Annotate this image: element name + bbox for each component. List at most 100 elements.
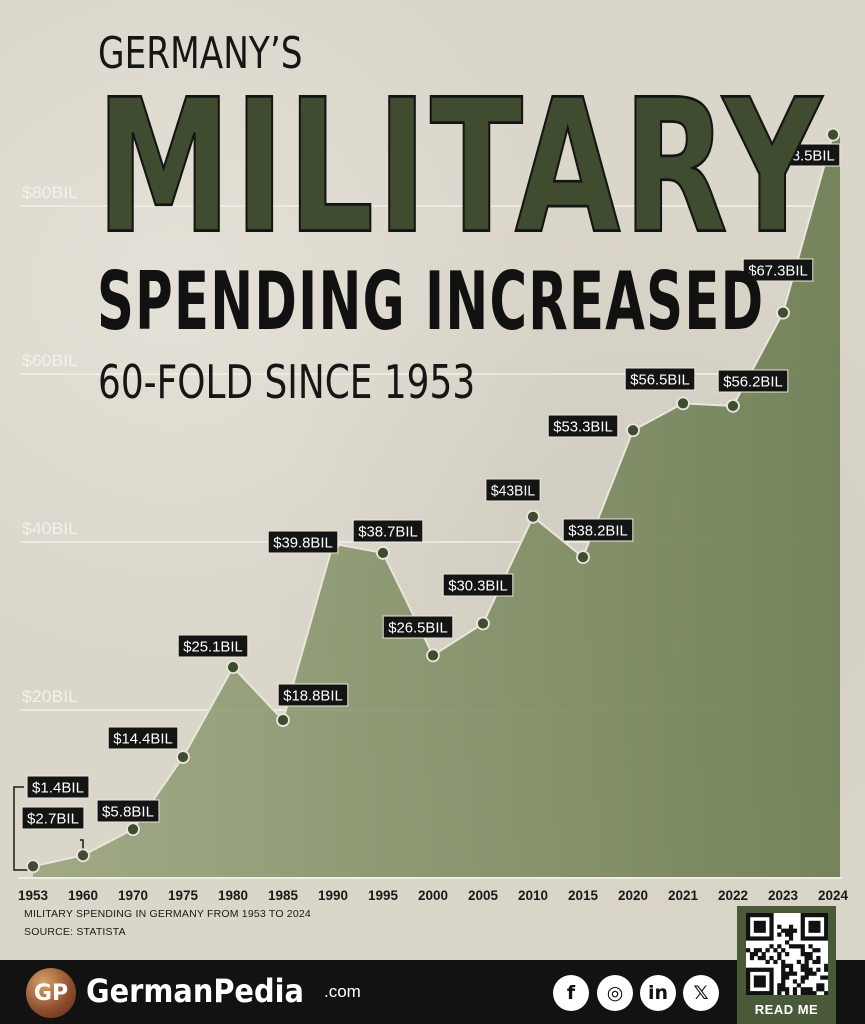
facebook-icon[interactable]: f — [553, 975, 589, 1011]
qr-module — [746, 991, 751, 995]
qr-module — [804, 959, 809, 965]
data-label-2022: $56.2BIL — [717, 369, 789, 393]
qr-module — [769, 916, 774, 922]
title-line-4: 60-FOLD SINCE 1953 — [98, 355, 476, 409]
x-tick-label: 1985 — [268, 887, 298, 903]
qr-module — [769, 928, 774, 933]
chart-source: SOURCE: STATISTA — [24, 926, 126, 938]
qr-module — [792, 987, 798, 992]
brand-name[interactable]: GermanPedia — [86, 972, 304, 1010]
qr-module — [746, 975, 751, 980]
qr-module — [804, 991, 809, 995]
qr-module — [820, 936, 825, 941]
qr-module — [753, 920, 759, 926]
qr-module — [785, 975, 790, 980]
qr-module — [816, 913, 821, 918]
qr-module — [781, 979, 786, 984]
qr-module — [753, 967, 759, 972]
qr-module — [746, 932, 751, 937]
qr-module — [765, 959, 770, 965]
qr-module — [816, 959, 821, 965]
qr-module — [765, 967, 770, 972]
qr-module — [812, 948, 817, 953]
qr-module — [746, 948, 751, 953]
data-label-text: $26.5BIL — [388, 620, 448, 637]
data-point-2015 — [576, 550, 590, 565]
data-label-box — [96, 799, 160, 823]
data-point-2000 — [426, 648, 440, 663]
qr-module — [800, 913, 805, 918]
data-label-text: $18.8BIL — [283, 688, 343, 705]
qr-module — [777, 932, 782, 937]
data-label-box — [277, 683, 349, 707]
x-tick-label: 2024 — [818, 887, 848, 903]
qr-module — [824, 928, 828, 933]
qr-module — [812, 913, 817, 918]
data-label-box — [624, 367, 696, 391]
data-label-1953: $1.4BIL — [26, 775, 90, 799]
qr-module — [761, 979, 766, 984]
qr-module — [804, 913, 809, 918]
qr-module — [792, 928, 798, 933]
data-label-box — [21, 806, 85, 830]
instagram-icon[interactable]: ◎ — [597, 975, 633, 1011]
qr-module — [816, 920, 821, 926]
y-tick-label: $80BIL — [22, 183, 78, 202]
logo-icon[interactable]: GP — [26, 968, 76, 1018]
qr-module — [769, 991, 774, 995]
qr-module — [777, 944, 782, 949]
data-point-1970 — [126, 822, 140, 837]
qr-module — [761, 936, 766, 941]
qr-label[interactable]: READ ME — [754, 1002, 819, 1017]
data-label-box — [382, 615, 454, 639]
qr-module — [781, 987, 786, 992]
qr-module — [746, 979, 751, 984]
qr-module — [753, 928, 759, 933]
qr-code-icon[interactable] — [746, 913, 828, 995]
qr-module — [808, 944, 813, 949]
data-label-box — [177, 634, 249, 658]
qr-module — [761, 928, 766, 933]
linkedin-icon[interactable]: in — [640, 975, 676, 1011]
qr-module — [816, 983, 821, 988]
data-label-2015: $38.2BIL — [562, 518, 634, 542]
qr-module — [769, 971, 774, 976]
data-label-text: $43BIL — [491, 483, 535, 500]
qr-module — [785, 971, 790, 976]
qr-module — [746, 920, 751, 926]
data-label-1960: $2.7BIL — [21, 806, 85, 830]
qr-module — [761, 952, 766, 957]
qr-module — [761, 924, 766, 929]
qr-module — [757, 983, 762, 988]
data-point-2024 — [826, 127, 840, 142]
label-leader-1953 — [13, 786, 33, 871]
qr-module — [796, 983, 801, 988]
qr-module — [749, 967, 755, 972]
x-tick-label: 2010 — [518, 887, 548, 903]
y-tick-label: $40BIL — [22, 519, 78, 538]
x-tick-label: 2005 — [468, 887, 498, 903]
qr-module — [781, 967, 786, 972]
qr-module — [808, 955, 813, 961]
qr-module — [761, 913, 766, 918]
qr-module — [769, 913, 774, 918]
data-point-1980 — [226, 660, 240, 675]
qr-module — [769, 979, 774, 984]
qr-module — [761, 920, 766, 926]
qr-module — [800, 979, 805, 984]
x-tick-label: 1990 — [318, 887, 348, 903]
qr-module — [804, 952, 809, 957]
x-icon[interactable]: 𝕏 — [683, 975, 719, 1011]
x-tick-label: 2023 — [768, 887, 798, 903]
qr-module — [785, 991, 790, 995]
qr-module — [816, 955, 821, 961]
qr-module — [796, 944, 801, 949]
y-tick-label: $20BIL — [22, 687, 78, 706]
qr-module — [820, 983, 825, 988]
qr-module — [816, 967, 821, 972]
qr-module — [820, 975, 825, 980]
data-label-box — [562, 518, 634, 542]
data-label-2021: $56.5BIL — [624, 367, 696, 391]
qr-module — [785, 963, 790, 968]
qr-module — [788, 936, 794, 941]
